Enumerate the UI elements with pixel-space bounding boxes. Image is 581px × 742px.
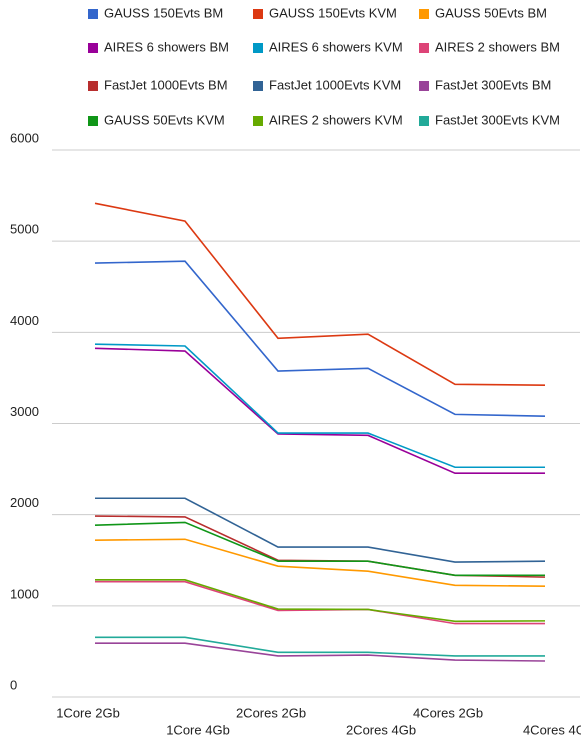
x-tick-label: 4Cores 2Gb [413, 705, 483, 720]
legend-label: GAUSS 150Evts KVM [269, 5, 397, 20]
legend-label: GAUSS 150Evts BM [104, 5, 223, 20]
x-tick-label: 2Cores 2Gb [236, 705, 306, 720]
y-tick-label: 1000 [10, 586, 39, 601]
series-line [94, 202, 546, 387]
legend-label: FastJet 300Evts KVM [435, 112, 560, 127]
legend-label: FastJet 1000Evts KVM [269, 77, 401, 92]
legend-swatch [419, 81, 429, 91]
legend-label: GAUSS 50Evts KVM [104, 112, 225, 127]
legend-swatch [253, 116, 263, 126]
y-tick-label: 4000 [10, 313, 39, 328]
x-tick-label: 2Cores 4Gb [346, 722, 416, 737]
legend-swatch [419, 43, 429, 53]
legend-label: AIRES 6 showers BM [104, 39, 229, 54]
x-tick-label: 1Core 4Gb [166, 722, 230, 737]
series-line [95, 642, 546, 662]
series-line [94, 343, 545, 469]
series-line [95, 636, 545, 657]
y-tick-label: 3000 [10, 404, 39, 419]
series-line [94, 521, 545, 577]
y-tick-label: 5000 [10, 222, 39, 237]
series-line [94, 260, 546, 418]
x-tick-label: 4Cores 4Gb [523, 722, 581, 737]
series-line [95, 580, 545, 625]
legend-swatch [419, 116, 429, 126]
legend-label: AIRES 2 showers KVM [269, 112, 403, 127]
legend-swatch [88, 43, 98, 53]
series-line [94, 347, 545, 474]
y-tick-label: 2000 [10, 495, 39, 510]
series-line [95, 579, 546, 623]
series-line [95, 497, 546, 563]
y-tick-label: 0 [10, 677, 17, 692]
series-line [94, 538, 546, 588]
legend-swatch [88, 81, 98, 91]
legend-label: AIRES 6 showers KVM [269, 39, 403, 54]
legend-swatch [419, 9, 429, 19]
legend-swatch [253, 81, 263, 91]
legend-swatch [253, 9, 263, 19]
legend-label: FastJet 1000Evts BM [104, 77, 228, 92]
legend-label: FastJet 300Evts BM [435, 77, 551, 92]
legend-swatch [88, 9, 98, 19]
legend-swatch [88, 116, 98, 126]
legend-swatch [253, 43, 263, 53]
x-tick-label: 1Core 2Gb [56, 705, 120, 720]
y-tick-label: 6000 [10, 130, 39, 145]
legend-label: AIRES 2 showers BM [435, 39, 560, 54]
legend-label: GAUSS 50Evts BM [435, 5, 547, 20]
